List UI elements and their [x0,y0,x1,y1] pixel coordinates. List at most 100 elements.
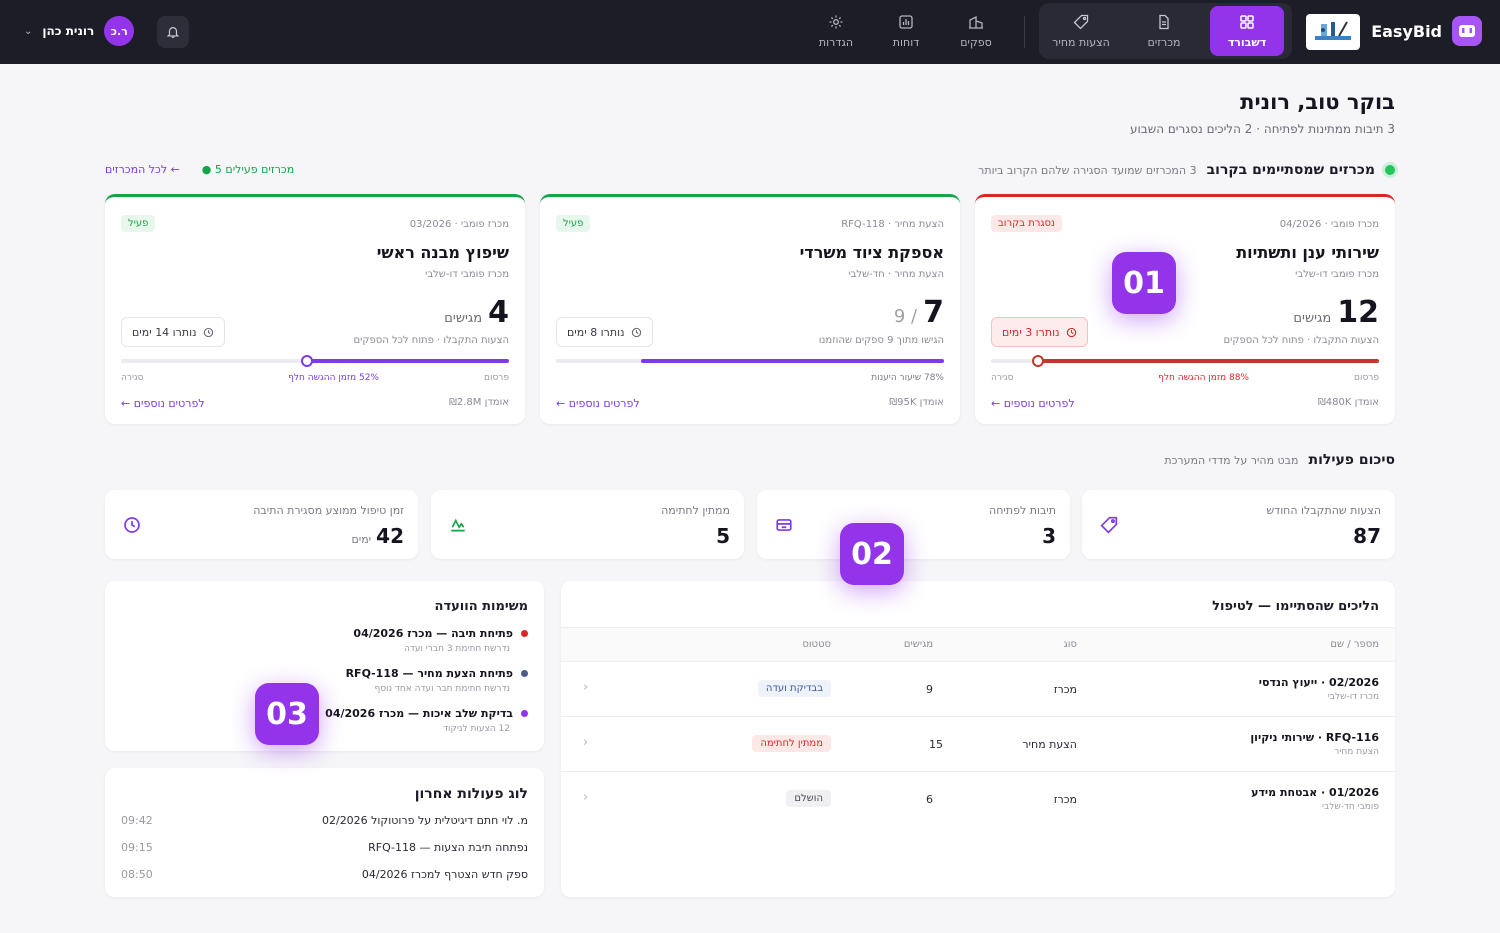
log-item: ספק חדש הצטרף למכרז 04/2026 08:50 [121,868,528,881]
stat-number: 42 [376,524,404,548]
tag-icon [1073,14,1089,29]
stat-card: זמן טיפול ממוצע מסגירת התיבה 42 ימים [105,490,418,559]
column-header: מספר / שם [1330,639,1379,650]
closing-links: לכל המכרזים ← ● 5 מכרזים פעילים [105,163,294,176]
stat-card: הצעות שהתקבלו החודש 87 [1082,490,1395,559]
table-row[interactable]: 02/2026 · ייעוץ הנדסי מכרז דו-שלבי מכרז … [561,661,1395,717]
table-row[interactable]: RFQ-116 · שירותי ניקיון הצעת מחיר הצעת מ… [561,716,1395,772]
tender-card[interactable]: מכרז פומבי · 03/2026 פעיל שיפוץ מבנה ראש… [105,194,525,424]
stat-label: זמן טיפול ממוצע מסגירת התיבה [253,504,404,517]
card-subtitle: מכרז פומבי דו-שלבי [1295,269,1379,280]
nav-divider [1024,16,1025,48]
count-value: 12 [1337,295,1379,330]
section-title: סיכום פעילות [1308,452,1396,468]
remaining-days-pill: נותרו 8 ימים [556,317,653,347]
progress-label: 52% מזמן ההגשה חלף [288,373,379,383]
card-meta: מכרז פומבי · 03/2026 [409,219,509,230]
count-value: 4 [488,295,509,330]
column-header: מגישים [903,639,933,650]
task-item[interactable]: פתיחת הצעת מחיר — RFQ-118 נדרשת חתימת חב… [346,667,528,694]
panel-title: לוג פעולות אחרון [414,786,528,802]
table-row[interactable]: 01/2026 · אבטחת מידע פומבי חד-שלבי מכרז … [561,771,1395,827]
row-type: מכרז [1053,793,1077,806]
progress-fill [1037,359,1379,363]
details-link[interactable]: לפרטים נוספים ← [121,397,205,410]
remaining-days: נותרו 14 ימים [132,325,197,339]
brand-logo-icon [1452,16,1482,46]
stat-number: 5 [716,524,730,548]
status-dot [1385,165,1395,175]
closing-header: מכרזים שמסתיימים בקרוב 3 המכרזים שמועד ה… [978,162,1395,178]
chevron-left-icon[interactable]: ‹ [583,680,589,695]
brand[interactable]: EasyBid [1371,16,1482,46]
nav-dashboard[interactable]: דשבורד [1210,6,1284,56]
nav-label: ספקים [960,35,992,49]
activity-log-panel: לוג פעולות אחרון מ. לוי חתם דיגיטלית על … [105,768,544,897]
page-subtitle: 3 תיבות ממתינות לפתיחה · 2 הליכים נסגרים… [1129,122,1395,136]
panel-title: משימות הוועדה [434,599,528,614]
status-badge: נסגרת בקרוב [991,215,1063,232]
progress-fill [641,359,944,363]
document-icon [1159,14,1169,29]
stat-card: תיבות לפתיחה 3 [757,490,1070,559]
greeting: בוקר טוב, רונית 3 תיבות ממתינות לפתיחה ·… [1130,90,1395,136]
nav-label: מכרזים [1147,35,1181,49]
count-unit: מגישים [1293,311,1332,326]
task-title: פתיחת תיבה — מכרז 04/2026 [353,627,513,640]
organization-logo [1306,14,1360,50]
status-badge: פעיל [556,215,591,232]
task-dot [521,630,528,637]
section-subtitle: 3 המכרזים שמועד הסגירה שלהם הקרוב ביותר [978,163,1197,177]
nav-suppliers[interactable]: ספקים [938,3,1014,59]
notifications-button[interactable] [157,16,189,48]
row-count: 9 [926,683,933,696]
chevron-left-icon[interactable]: ‹ [583,735,589,750]
details-link[interactable]: לפרטים נוספים ← [991,397,1075,410]
row-sub: הצעת מחיר [1334,747,1379,757]
ended-procedures-panel: הליכים שהסתיימו — לטיפול מספר / שם סוג מ… [561,581,1395,897]
card-meta: הצעת מחיר · RFQ-118 [841,219,944,230]
task-sub: נדרשת חתימת חבר ועדה אחד נוסף [374,684,510,694]
all-tenders-link[interactable]: לכל המכרזים ← [105,163,180,176]
card-title: שיפוץ מבנה ראשי [376,243,509,262]
nav-tenders[interactable]: מכרזים [1126,3,1202,59]
progress-end-label: סגירה [121,373,144,383]
nav-settings[interactable]: הגדרות [798,3,874,59]
progress-label: 78% שיעור היענות [871,373,944,383]
tender-card[interactable]: מכרז פומבי · 04/2026 נסגרת בקרוב שירותי … [975,194,1395,424]
active-tenders-label: 5 מכרזים פעילים [214,163,295,176]
progress-track [556,359,944,363]
column-header: סטטוס [802,639,831,650]
task-item[interactable]: פתיחת תיבה — מכרז 04/2026 נדרשת חתימת 3 … [353,627,528,654]
estimate: אומדן 480K₪ [1317,397,1379,408]
nav-reports[interactable]: דוחות [868,3,944,59]
nav-label: דשבורד [1227,35,1267,49]
remaining-days: נותרו 8 ימים [567,325,625,339]
task-sub: נדרשת חתימת 3 חברי ועדה [404,644,510,654]
nav-label: הגדרות [818,35,854,49]
chevron-left-icon[interactable]: ‹ [583,790,589,805]
page-title: בוקר טוב, רונית [1240,90,1395,114]
user-menu[interactable]: ⌄ רונית כהן ר.כ [24,16,135,46]
row-count: 6 [926,793,933,806]
stat-value: 5 [716,524,730,548]
nav-quotes[interactable]: הצעות מחיר [1043,3,1119,59]
inbox-icon [776,519,792,531]
task-item[interactable]: בדיקת שלב איכות — מכרז 04/2026 12 הצעות … [325,707,528,734]
tag-icon [1100,516,1118,534]
marker-badge: 02 [840,523,904,585]
task-title: בדיקת שלב איכות — מכרז 04/2026 [325,707,513,720]
tender-card[interactable]: הצעת מחיר · RFQ-118 פעיל אספקת ציוד משרד… [540,194,960,424]
clock-icon [124,517,140,533]
progress-knob [301,355,314,367]
stat-unit: ימים [351,533,372,546]
card-subtitle: הצעת מחיר · חד-שלבי [848,269,944,280]
building-icon [969,15,983,29]
progress-end-label: סגירה [991,373,1014,383]
brand-name: EasyBid [1371,21,1442,41]
user-name: רונית כהן [42,24,95,38]
stat-card: ממתין לחתימה 5 [431,490,744,559]
progress-start-label: פרסום [484,373,509,383]
details-link[interactable]: לפרטים נוספים ← [556,397,640,410]
status-badge: ממתין לחתימה [752,735,831,752]
